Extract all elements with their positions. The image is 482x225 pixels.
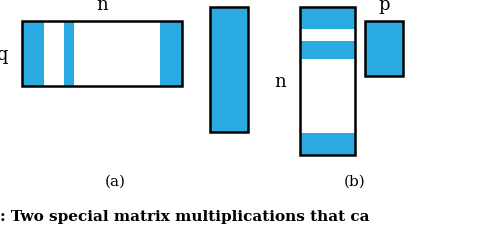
Bar	[44, 22, 64, 87]
Text: q: q	[0, 45, 8, 63]
Bar	[210, 8, 248, 132]
Bar	[64, 22, 74, 87]
Bar	[365, 22, 403, 77]
Text: n: n	[274, 73, 286, 91]
Text: : Two special matrix multiplications that ca: : Two special matrix multiplications tha…	[0, 209, 370, 223]
Text: n: n	[96, 0, 108, 14]
Bar	[22, 22, 182, 87]
Bar	[300, 8, 355, 155]
Text: (b): (b)	[344, 174, 366, 188]
Bar	[74, 22, 160, 87]
Bar	[300, 8, 355, 155]
Bar	[210, 8, 248, 132]
Bar	[300, 60, 355, 133]
Text: (a): (a)	[105, 174, 125, 188]
Bar	[300, 30, 355, 42]
Bar	[22, 22, 182, 87]
Text: p: p	[378, 0, 390, 14]
Bar	[365, 22, 403, 77]
